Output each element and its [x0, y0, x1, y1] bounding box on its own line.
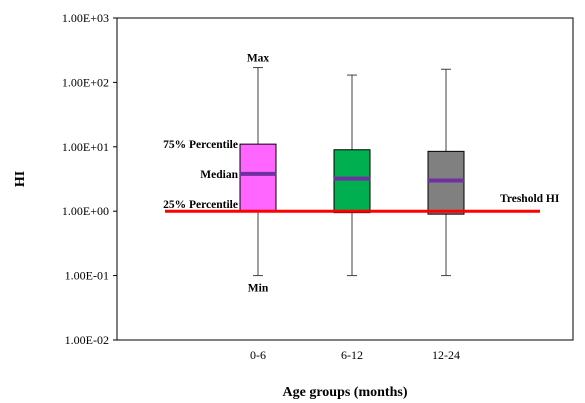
y-tick-label: 1.00E-01 — [65, 269, 109, 283]
y-tick-label: 1.00E+01 — [62, 140, 109, 154]
boxes-group — [165, 67, 540, 277]
iqr-box — [333, 149, 371, 214]
y-tick-label: 1.00E+02 — [62, 75, 109, 89]
annotation-threshold: Treshold HI — [500, 193, 560, 205]
x-axis-ticks: 0-6 6-12 12-24 — [250, 348, 460, 362]
y-axis-ticks: 1.00E-02 1.00E-01 1.00E+00 1.00E+01 1.00E+02… — [62, 11, 117, 347]
annotation-q3: 75% Percentile — [163, 139, 238, 151]
plot-area-frame — [116, 17, 574, 341]
iqr-box — [427, 150, 465, 215]
x-tick-label: 0-6 — [250, 348, 266, 362]
box-0-6 — [239, 67, 277, 277]
annotation-q1: 25% Percentile — [163, 199, 238, 211]
y-axis-title: HI — [13, 171, 28, 187]
y-tick-label: 1.00E-02 — [65, 333, 109, 347]
annotation-median: Median — [200, 169, 238, 181]
box-12-24 — [427, 68, 465, 277]
y-tick-label: 1.00E+00 — [62, 204, 109, 218]
annotation-max: Max — [247, 53, 270, 65]
iqr-box — [239, 143, 277, 212]
annotations-group: Max 75% Percentile Median 25% Percentile Min… — [163, 53, 560, 295]
annotation-min: Min — [248, 283, 269, 295]
y-tick-label: 1.00E+03 — [62, 11, 109, 25]
x-tick-label: 12-24 — [432, 348, 460, 362]
x-axis-title: Age groups (months) — [283, 385, 408, 400]
x-tick-label: 6-12 — [341, 348, 363, 362]
